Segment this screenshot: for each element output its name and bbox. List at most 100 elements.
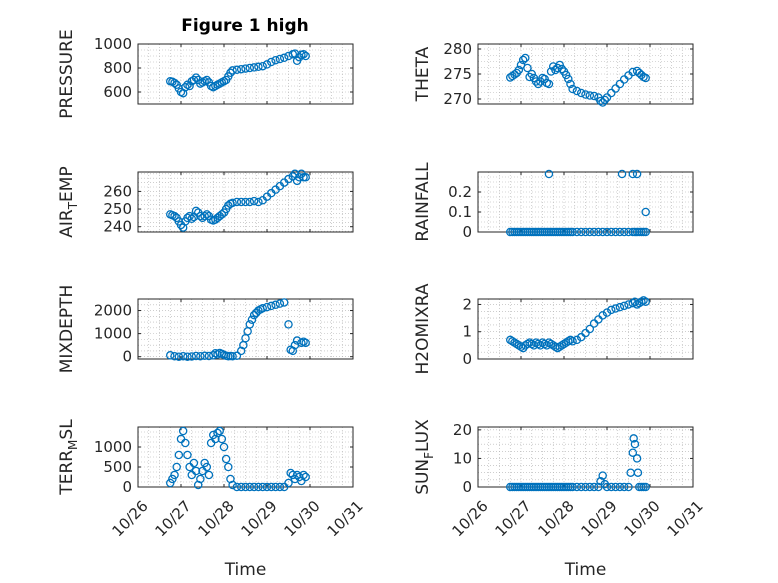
data-point bbox=[288, 172, 298, 181]
y-tick-label: 260 bbox=[103, 182, 132, 200]
data-point bbox=[221, 454, 231, 464]
data-point bbox=[540, 74, 549, 84]
data-point bbox=[258, 303, 267, 313]
data-point bbox=[202, 210, 212, 219]
subplot-sun-flux: 0 10 20 10/26 10/27 10/28 10/29 10/30 10/31 SUNFL… bbox=[413, 419, 707, 580]
data-point bbox=[527, 69, 537, 79]
data-point bbox=[183, 450, 192, 460]
data-point bbox=[224, 201, 233, 210]
data-point bbox=[202, 462, 212, 472]
y-tick-label: 800 bbox=[103, 59, 132, 77]
axes-box bbox=[137, 171, 354, 233]
data-point bbox=[249, 310, 259, 320]
x-tick-label: 10/29 bbox=[577, 497, 620, 540]
x-tick-label: 10/27 bbox=[151, 497, 194, 540]
data-point bbox=[505, 335, 515, 345]
data-point bbox=[174, 450, 184, 460]
data-point bbox=[531, 338, 541, 347]
x-tick-label: 10/28 bbox=[534, 497, 577, 540]
data-point bbox=[217, 210, 227, 219]
y-tick-label: 2000 bbox=[94, 302, 132, 320]
data-point bbox=[213, 428, 222, 438]
data-point bbox=[241, 197, 250, 207]
data-point bbox=[533, 79, 543, 89]
data-point bbox=[224, 462, 233, 472]
y-tick-label: 0.2 bbox=[448, 183, 472, 201]
data-point bbox=[596, 477, 605, 486]
data-point bbox=[279, 298, 289, 307]
data-point bbox=[228, 480, 237, 490]
data-point bbox=[544, 338, 554, 347]
data-point bbox=[185, 81, 194, 91]
y-tick-label: 1000 bbox=[94, 325, 132, 343]
data-point bbox=[178, 426, 188, 436]
data-point bbox=[258, 482, 267, 492]
data-point bbox=[301, 338, 310, 348]
data-point bbox=[598, 227, 607, 237]
data-point bbox=[602, 308, 612, 317]
data-point bbox=[241, 482, 250, 492]
data-point bbox=[607, 482, 616, 492]
data-point bbox=[576, 227, 586, 237]
data-point bbox=[557, 341, 567, 350]
x-axis-label: Time bbox=[224, 560, 267, 580]
data-point bbox=[581, 90, 590, 99]
data-point bbox=[619, 227, 629, 237]
data-point bbox=[228, 351, 237, 361]
data-point bbox=[564, 74, 573, 84]
y-tick-label: 1000 bbox=[94, 35, 132, 53]
data-point bbox=[611, 227, 620, 237]
data-point bbox=[174, 352, 184, 361]
data-point bbox=[632, 169, 642, 179]
data-point bbox=[566, 335, 575, 345]
data-point bbox=[615, 302, 625, 312]
data-point bbox=[615, 227, 625, 237]
data-point bbox=[611, 304, 620, 313]
y-tick-label: 10 bbox=[453, 449, 472, 467]
data-point bbox=[598, 471, 607, 480]
data-point bbox=[215, 426, 224, 436]
data-point bbox=[236, 346, 246, 356]
data-point bbox=[628, 298, 638, 308]
data-point bbox=[546, 339, 556, 349]
data-point bbox=[262, 60, 272, 69]
data-point bbox=[249, 63, 259, 72]
data-point bbox=[641, 207, 650, 217]
y-tick-label: 20 bbox=[453, 421, 472, 439]
data-point bbox=[628, 448, 638, 457]
x-tick-label: 10/26 bbox=[448, 497, 491, 540]
data-point bbox=[585, 227, 595, 237]
data-point bbox=[632, 300, 642, 309]
data-point bbox=[208, 430, 218, 440]
data-point bbox=[254, 197, 263, 207]
data-point bbox=[589, 482, 599, 492]
x-tick-label: 10/26 bbox=[108, 497, 151, 540]
data-point bbox=[267, 301, 276, 311]
data-point bbox=[279, 53, 289, 63]
data-point bbox=[170, 211, 179, 221]
data-point bbox=[217, 434, 227, 444]
data-point bbox=[615, 79, 625, 89]
data-point bbox=[254, 62, 263, 72]
data-point bbox=[178, 351, 188, 361]
data-point bbox=[275, 482, 285, 492]
subplot-theta: 270 275 280 THETA bbox=[413, 40, 694, 108]
data-point bbox=[165, 478, 175, 488]
y-tick-label: 2 bbox=[462, 295, 472, 313]
y-tick-label: 0 bbox=[122, 478, 132, 496]
data-point bbox=[624, 482, 633, 492]
y-tick-label: 0.1 bbox=[448, 203, 472, 221]
data-point bbox=[629, 434, 638, 443]
y-axis-label: SUNFLUX bbox=[413, 419, 436, 495]
data-point bbox=[232, 351, 242, 361]
x-tick-label: 10/30 bbox=[620, 497, 663, 540]
data-point bbox=[249, 196, 259, 206]
data-point bbox=[284, 478, 293, 488]
data-point bbox=[632, 454, 642, 463]
y-tick-label: 0 bbox=[462, 478, 472, 496]
data-point bbox=[228, 198, 237, 208]
data-point bbox=[262, 482, 272, 492]
data-point bbox=[262, 302, 272, 312]
data-point bbox=[589, 91, 599, 101]
data-point bbox=[200, 211, 209, 221]
